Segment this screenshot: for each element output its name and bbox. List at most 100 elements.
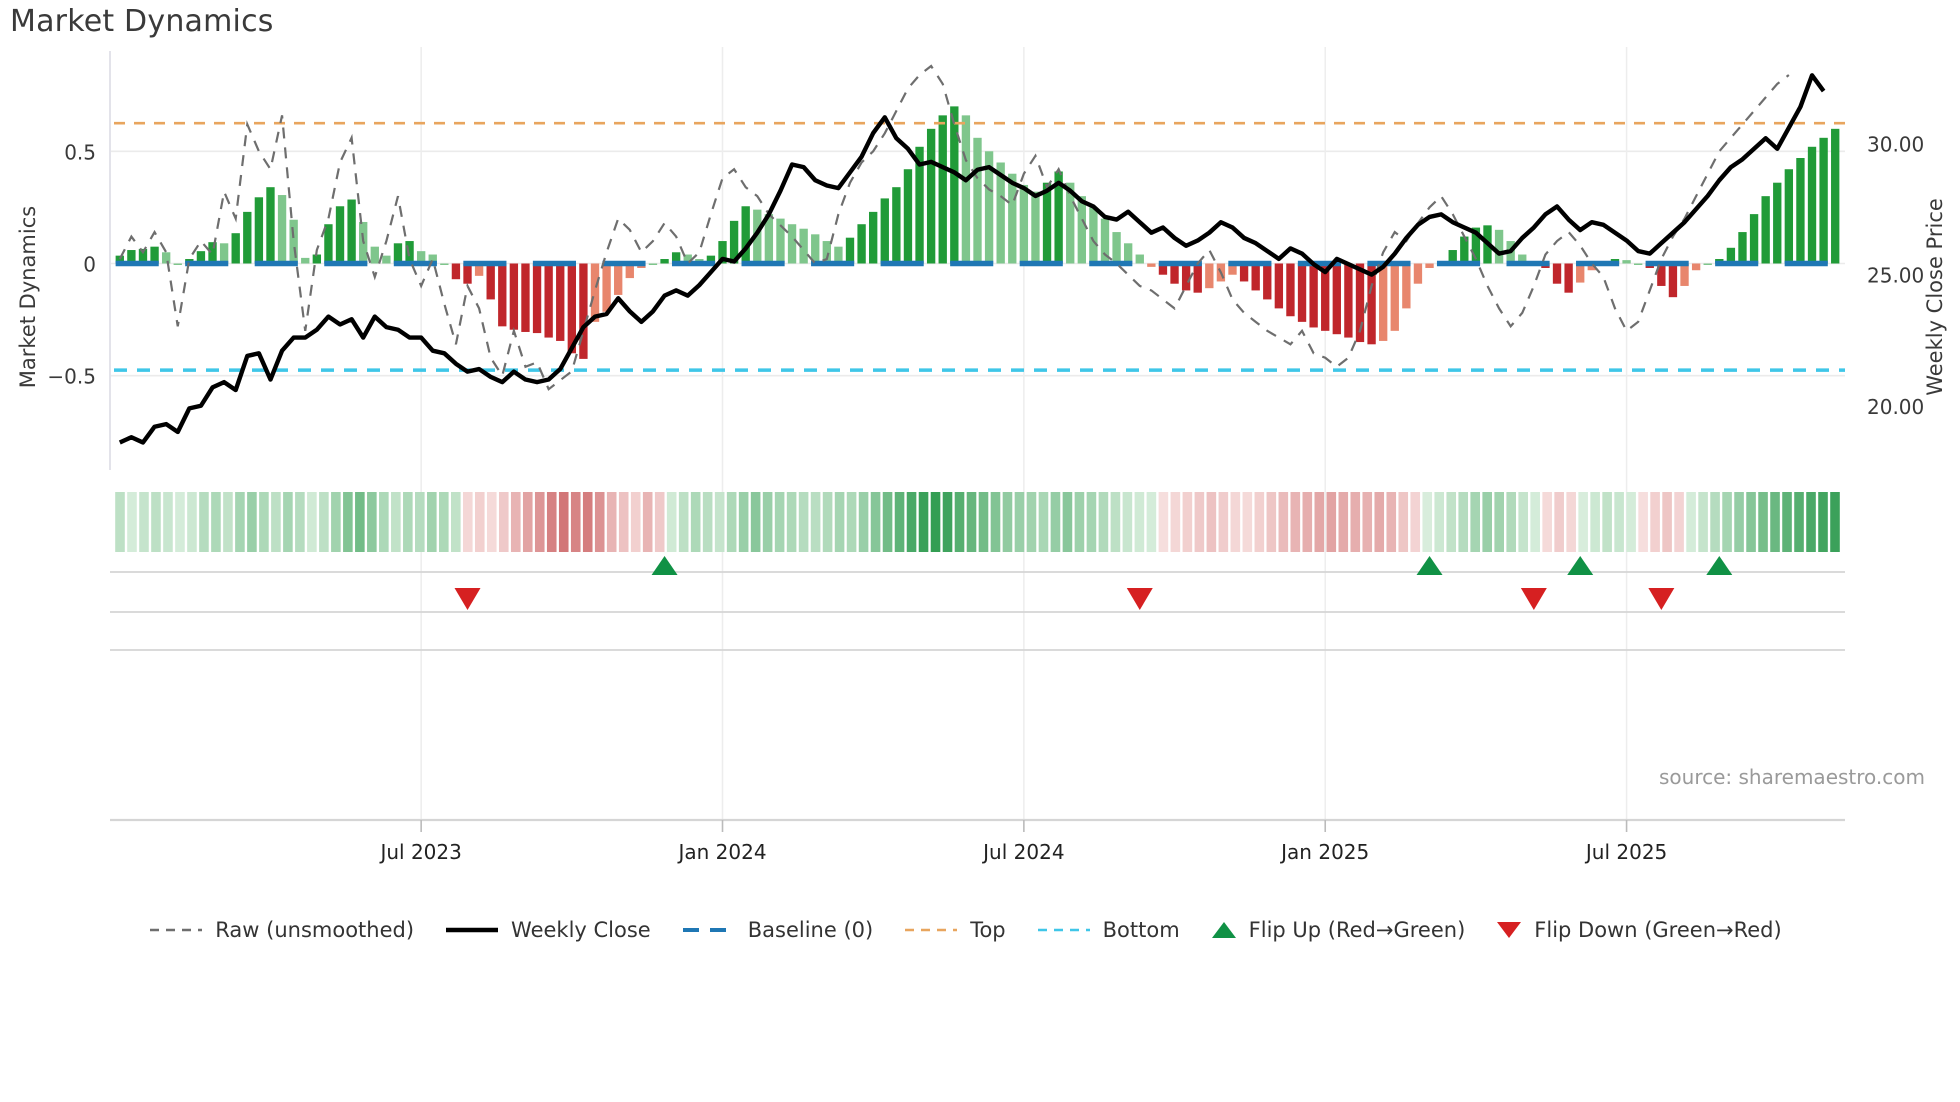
heatmap-cell (858, 492, 869, 552)
bar (1089, 207, 1098, 264)
bar (753, 209, 762, 264)
bar (869, 211, 878, 264)
bar (405, 241, 414, 264)
flip-down-marker[interactable] (454, 588, 481, 610)
heatmap-cell (1794, 492, 1804, 552)
legend-item[interactable]: Weekly Close (444, 918, 651, 942)
bar (1205, 263, 1214, 289)
legend-item[interactable]: Baseline (0) (681, 918, 873, 942)
heatmap-cell (1362, 492, 1373, 552)
flip-down-marker[interactable] (1126, 588, 1153, 610)
heatmap-cell (1038, 492, 1049, 552)
x-tick-label-1: Jan 2024 (676, 840, 766, 864)
heatmap-cell (906, 492, 917, 552)
heatmap-cell (1410, 492, 1421, 552)
heatmap-cell (966, 492, 977, 552)
flip-up-marker[interactable] (651, 556, 678, 575)
heatmap-cell (403, 492, 413, 552)
bar (161, 252, 171, 264)
bar (1332, 263, 1341, 335)
heatmap-cell (642, 492, 653, 552)
flip-down-marker[interactable] (1520, 588, 1547, 610)
heatmap-cell (1494, 492, 1504, 552)
bar (382, 255, 391, 264)
heatmap-cell (978, 492, 989, 552)
bar (648, 263, 658, 265)
bar (1193, 263, 1202, 293)
legend-item[interactable]: Top (903, 918, 1006, 942)
bar (799, 228, 808, 264)
heatmap-cell (1074, 492, 1085, 552)
heatmap-cell (714, 492, 725, 552)
heatmap-cell (1050, 492, 1061, 552)
heatmap-cell (606, 492, 617, 552)
heatmap-cell (1674, 492, 1684, 552)
bar (718, 241, 727, 264)
flip-up-marker[interactable] (1567, 556, 1594, 575)
legend-item[interactable]: Raw (unsmoothed) (148, 918, 414, 942)
heatmap-cell (1170, 492, 1181, 552)
heatmap-cell (1350, 492, 1361, 552)
heatmap-cell (702, 492, 713, 552)
heatmap-cell (151, 492, 161, 552)
heatmap-cell (918, 492, 929, 552)
bar (1054, 171, 1063, 264)
heatmap-cell (1386, 492, 1397, 552)
bar (219, 243, 229, 264)
heatmap-cell (1014, 492, 1025, 552)
x-tick-label-2: Jul 2024 (981, 840, 1064, 864)
bar (1100, 218, 1110, 264)
heatmap-cell (774, 492, 785, 552)
bar (1657, 263, 1666, 286)
bar (787, 224, 797, 264)
bar (1576, 263, 1585, 283)
source-attribution: source: sharemaestro.com (1659, 765, 1925, 789)
bar (1668, 263, 1678, 298)
flip-up-marker[interactable] (1706, 556, 1733, 575)
heatmap-cell (738, 492, 749, 552)
heatmap-cell (1146, 492, 1157, 552)
bar (208, 242, 217, 264)
legend-item[interactable]: Bottom (1036, 918, 1180, 942)
heatmap-cell (1218, 492, 1229, 552)
heatmap-cell (451, 492, 461, 552)
bar (370, 246, 379, 264)
heatmap-cell (1278, 492, 1289, 552)
bar (1390, 263, 1399, 331)
heatmap-cell (1134, 492, 1145, 552)
bar (1066, 182, 1075, 264)
flip-up-marker[interactable] (1416, 556, 1443, 575)
bar (706, 255, 716, 264)
bar (231, 233, 240, 264)
heatmap-cell (1602, 492, 1612, 552)
heatmap-cell (1638, 492, 1648, 552)
triangle-down-icon (1497, 922, 1522, 938)
bar (729, 220, 739, 264)
heatmap-cell (462, 492, 473, 552)
heatmap-cell (1542, 492, 1552, 552)
bar (1552, 263, 1562, 284)
heatmap-cell (1314, 492, 1325, 552)
heatmap-cell (367, 492, 377, 552)
legend-item[interactable]: Flip Up (Red→Green) (1210, 918, 1465, 942)
heatmap-cell (510, 492, 521, 552)
heatmap-cell (439, 492, 449, 552)
heatmap-cell (259, 492, 269, 552)
heatmap-cell (415, 492, 425, 552)
bar (903, 169, 913, 264)
heatmap-cell (750, 492, 761, 552)
bar (243, 211, 252, 264)
bar (277, 195, 287, 264)
bar (857, 224, 866, 264)
bar (254, 197, 264, 264)
bar (961, 115, 971, 264)
bar (324, 224, 333, 264)
flip-down-marker[interactable] (1648, 588, 1675, 610)
legend-item[interactable]: Flip Down (Green→Red) (1495, 918, 1782, 942)
bar (1344, 263, 1353, 338)
x-tick-label-0: Jul 2023 (378, 840, 461, 864)
heatmap-cell (1482, 492, 1493, 552)
bar (1622, 260, 1631, 264)
legend-label: Flip Down (Green→Red) (1534, 918, 1782, 942)
